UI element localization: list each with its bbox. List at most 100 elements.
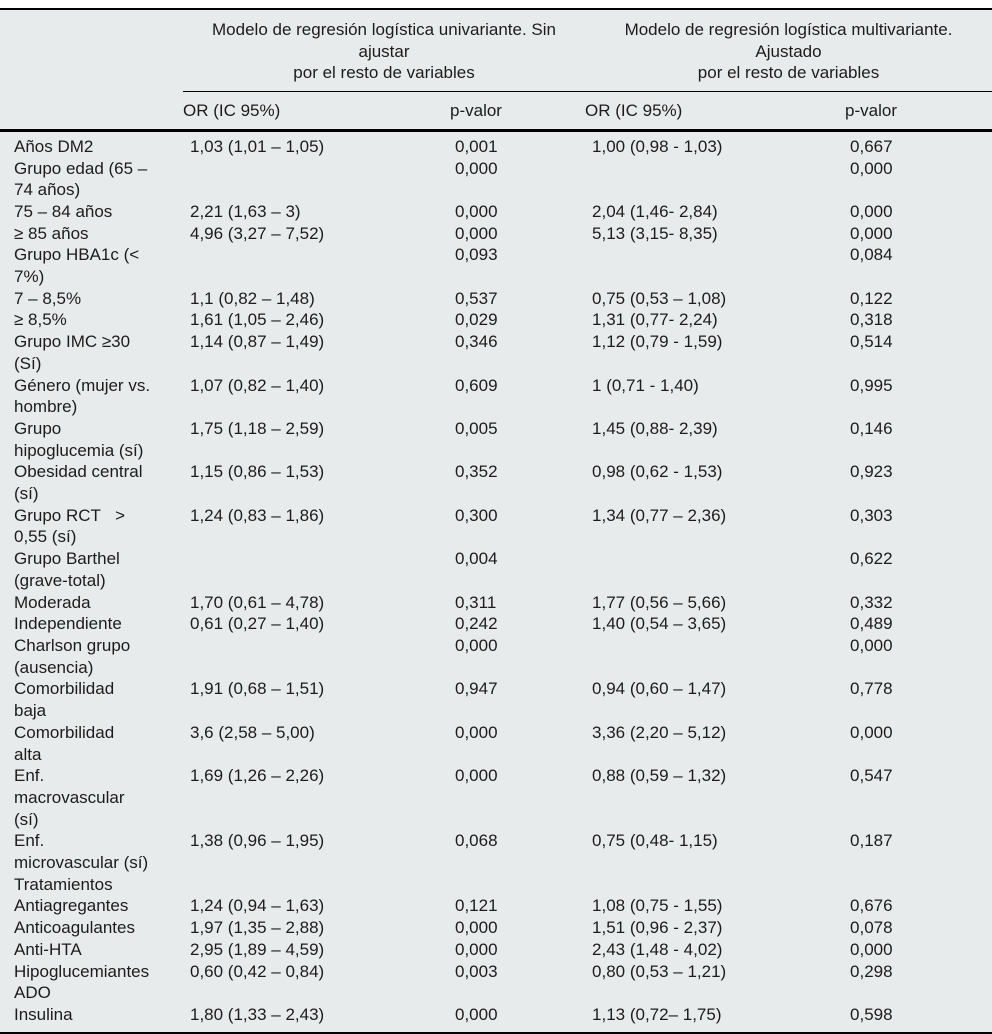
p-value-univariate-cell: 0,537 [455, 288, 498, 308]
or-univariate-cell: 1,97 (1,35 – 2,88) [190, 918, 325, 938]
variable-label-cell: Grupo edad (65 – 74 años) [14, 158, 148, 200]
p-value-univariate-cell: 0,003 [455, 961, 498, 981]
or-multivariate-cell: 0,98 (0,62 - 1,53) [592, 462, 723, 482]
or-univariate-cell: 1,24 (0,83 – 1,86) [190, 505, 325, 525]
p-value-multivariate-cell: 0,598 [850, 1004, 893, 1024]
or-multivariate-cell: 2,04 (1,46- 2,84) [592, 201, 718, 221]
p-value-multivariate-cell: 0,187 [850, 831, 893, 851]
variable-label-cell: Enf. microvascular (sí) [14, 831, 149, 873]
table-row: Anticoagulantes 1,97 (1,35 – 2,88) 0,000… [0, 917, 992, 939]
or-univariate-cell: 1,14 (0,87 – 1,49) [190, 332, 325, 352]
or-univariate-cell [183, 158, 450, 201]
p-value-univariate-cell: 0,311 [455, 592, 497, 612]
p-value-multivariate-cell: 0,489 [850, 614, 893, 634]
p-value-multivariate-cell: 0,000 [850, 722, 893, 742]
or-univariate-cell: 1,75 (1,18 – 2,59) [190, 418, 325, 438]
table-row: Género (mujer vs. hombre) 1,07 (0,82 – 1… [0, 375, 992, 418]
variable-label-cell: Género (mujer vs. hombre) [14, 375, 151, 417]
or-multivariate-cell: 1,34 (0,77 – 2,36) [592, 505, 727, 525]
or-multivariate-cell: 1,77 (0,56 – 5,66) [592, 592, 727, 612]
or-univariate-cell [183, 244, 450, 287]
p-value-header-multivariate: p-valor [845, 91, 992, 132]
p-value-univariate-cell: 0,068 [455, 831, 498, 851]
variable-label-cell: Comorbilidad alta [14, 722, 115, 764]
or-multivariate-cell: 1,51 (0,96 - 2,37) [592, 918, 723, 938]
or-multivariate-cell [585, 874, 845, 896]
variable-label-cell: ≥ 85 años [14, 223, 89, 243]
p-value-univariate-cell: 0,121 [455, 896, 498, 916]
table-row: Comorbilidad baja 1,91 (0,68 – 1,51) 0,9… [0, 678, 992, 721]
or-multivariate-cell [585, 548, 845, 591]
p-value-multivariate-cell: 0,622 [850, 549, 893, 569]
or-multivariate-cell: 0,88 (0,59 – 1,32) [592, 766, 727, 786]
table-row: Charlson grupo (ausencia) 0,000 0,000 [0, 635, 992, 678]
variable-column-header [0, 91, 183, 132]
p-value-univariate-cell: 0,000 [455, 158, 498, 178]
p-value-multivariate-cell: 0,332 [850, 592, 893, 612]
p-value-univariate-cell: 0,947 [455, 679, 498, 699]
p-value-univariate-cell: 0,093 [455, 245, 498, 265]
p-value-univariate-cell: 0,000 [455, 722, 498, 742]
or-univariate-cell: 1,1 (0,82 – 1,48) [190, 288, 315, 308]
table-row: Enf. macrovascular (sí) 1,69 (1,26 – 2,2… [0, 765, 992, 830]
table-row: Enf. microvascular (sí) 1,38 (0,96 – 1,9… [0, 830, 992, 873]
variable-label-cell: Anticoagulantes [14, 918, 135, 938]
table-row: Grupo RCT > 0,55 (sí) 1,24 (0,83 – 1,86)… [0, 505, 992, 548]
table-row: Antiagregantes 1,24 (0,94 – 1,63) 0,121 … [0, 895, 992, 917]
p-value-univariate-cell: 0,346 [455, 332, 498, 352]
variable-label-cell: Hipoglucemiantes ADO [14, 961, 150, 1003]
p-value-univariate-cell: 0,000 [455, 223, 498, 243]
or-univariate-cell: 3,6 (2,58 – 5,00) [190, 722, 315, 742]
table-row: Tratamientos [0, 874, 992, 896]
p-value-multivariate-cell: 0,778 [850, 679, 893, 699]
table-row: Grupo HBA1c (< 7%) 0,093 0,084 [0, 244, 992, 287]
table-row: Años DM2 1,03 (1,01 – 1,05) 0,001 1,00 (… [0, 130, 992, 157]
p-value-univariate-cell: 0,004 [455, 549, 498, 569]
variable-label-cell: Antiagregantes [14, 896, 129, 916]
or-univariate-cell [183, 548, 450, 591]
table-body: Años DM2 1,03 (1,01 – 1,05) 0,001 1,00 (… [0, 130, 992, 1032]
p-value-multivariate-cell: 0,318 [850, 310, 893, 330]
table-row: Grupo IMC ≥30 (Sí) 1,14 (0,87 – 1,49) 0,… [0, 331, 992, 374]
p-value-multivariate-cell: 0,146 [850, 418, 893, 438]
or-multivariate-cell: 1,12 (0,79 - 1,59) [592, 332, 723, 352]
p-value-multivariate-cell: 0,995 [850, 375, 893, 395]
variable-label-cell: Tratamientos [14, 874, 113, 894]
variable-label-cell: Años DM2 [14, 136, 94, 156]
variable-label-cell: 7 – 8,5% [14, 288, 82, 308]
p-value-multivariate-cell: 0,514 [850, 332, 893, 352]
or-univariate-cell: 4,96 (3,27 – 7,52) [190, 223, 325, 243]
or-multivariate-cell: 1,08 (0,75 - 1,55) [592, 896, 723, 916]
table-row: 7 – 8,5% 1,1 (0,82 – 1,48) 0,537 0,75 (0… [0, 288, 992, 310]
table-row: Comorbilidad alta 3,6 (2,58 – 5,00) 0,00… [0, 722, 992, 765]
or-multivariate-cell [585, 635, 845, 678]
or-multivariate-cell: 1,45 (0,88- 2,39) [592, 418, 718, 438]
p-value-univariate-cell: 0,242 [455, 614, 498, 634]
or-multivariate-cell: 1,40 (0,54 – 3,65) [592, 614, 727, 634]
table-row: Obesidad central (sí) 1,15 (0,86 – 1,53)… [0, 461, 992, 504]
or-univariate-cell: 1,69 (1,26 – 2,26) [190, 766, 325, 786]
p-value-header-univariate: p-valor [450, 91, 586, 132]
or-multivariate-cell: 1,00 (0,98 - 1,03) [592, 136, 723, 156]
or-multivariate-cell: 0,75 (0,53 – 1,08) [592, 288, 727, 308]
p-value-univariate-cell: 0,000 [455, 1004, 498, 1024]
p-value-multivariate-cell: 0,303 [850, 505, 893, 525]
variable-label-cell: Comorbilidad baja [14, 679, 115, 721]
corner-cell [0, 9, 183, 92]
table-row: 75 – 84 años 2,21 (1,63 – 3) 0,000 2,04 … [0, 201, 992, 223]
or-univariate-cell: 1,61 (1,05 – 2,46) [190, 310, 325, 330]
p-value-multivariate-cell: 0,000 [850, 158, 893, 178]
table-row: Moderada 1,70 (0,61 – 4,78) 0,311 1,77 (… [0, 592, 992, 614]
multivariate-model-header: Modelo de regresión logística multivaria… [585, 9, 992, 93]
or-univariate-cell: 1,15 (0,86 – 1,53) [190, 462, 325, 482]
or-multivariate-cell: 2,43 (1,48 - 4,02) [592, 939, 723, 959]
table-row: Grupo edad (65 – 74 años) 0,000 0,000 [0, 158, 992, 201]
or-univariate-cell: 2,21 (1,63 – 3) [190, 201, 301, 221]
variable-label-cell: Grupo Barthel (grave-total) [14, 549, 120, 590]
or-univariate-cell: 1,70 (0,61 – 4,78) [190, 592, 325, 612]
p-value-univariate-cell [450, 874, 585, 896]
p-value-univariate-cell: 0,000 [455, 939, 498, 959]
or-ci-header-univariate: OR (IC 95%) [183, 91, 450, 132]
variable-label-cell: Grupo HBA1c (< 7%) [14, 245, 140, 287]
or-univariate-cell [183, 635, 450, 678]
